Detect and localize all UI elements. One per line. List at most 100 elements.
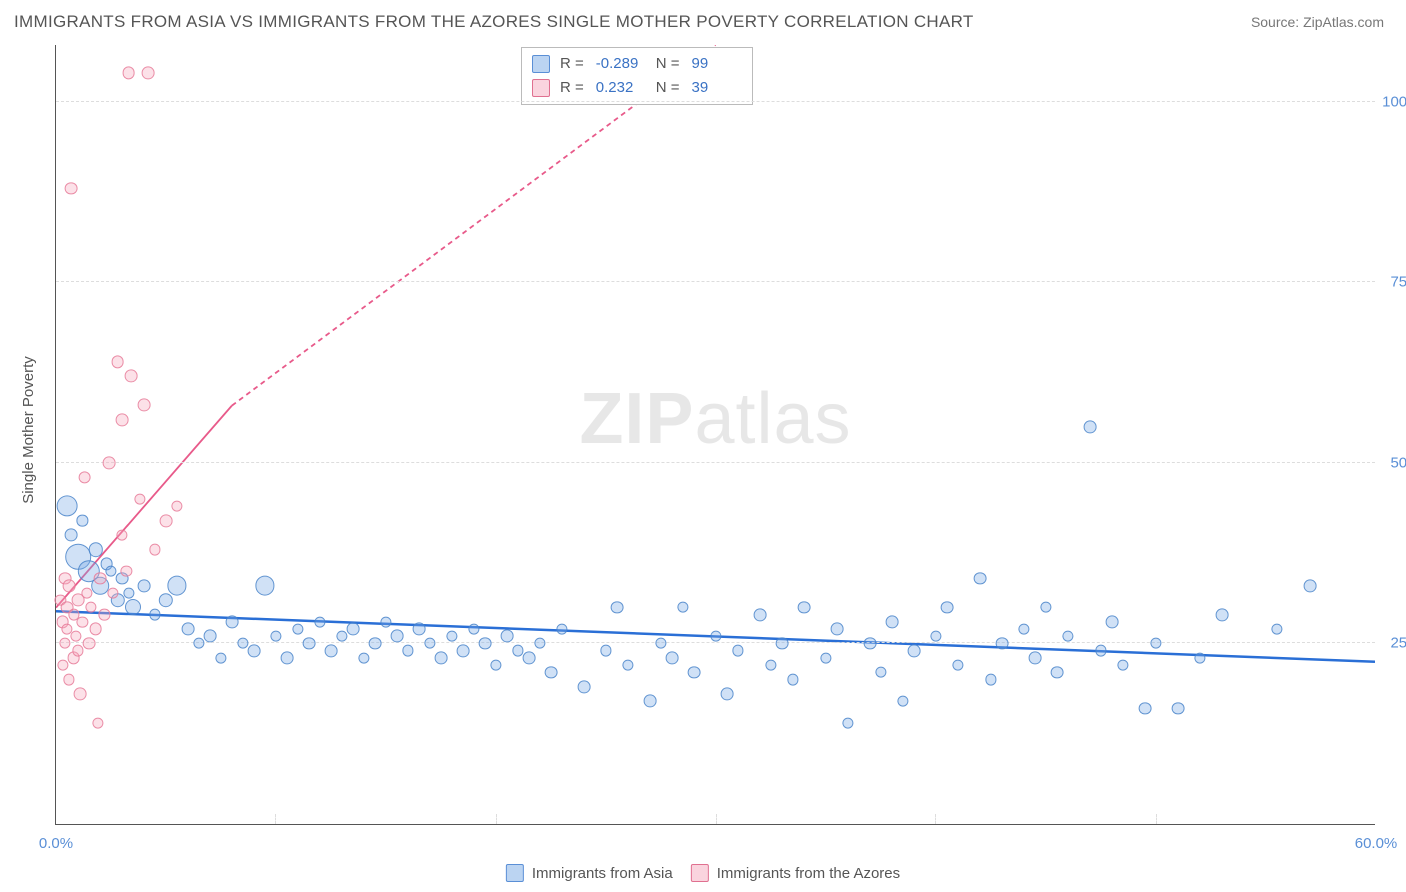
legend-swatch (691, 864, 709, 882)
legend-label: Immigrants from the Azores (717, 865, 900, 882)
data-point (622, 660, 633, 671)
data-point (226, 615, 239, 628)
data-point (710, 631, 721, 642)
stat-n-label: N = (656, 52, 680, 76)
stat-r-value: -0.289 (596, 52, 646, 76)
data-point (864, 637, 877, 650)
y-tick-label: 50.0% (1390, 454, 1406, 471)
data-point (134, 493, 145, 504)
data-point (138, 579, 151, 592)
data-point (941, 601, 954, 614)
data-point (1304, 579, 1317, 592)
legend-swatch (532, 79, 550, 97)
data-point (545, 666, 558, 679)
data-point (413, 623, 426, 636)
data-point (831, 623, 844, 636)
data-point (666, 651, 679, 664)
data-point (248, 644, 261, 657)
data-point (63, 579, 76, 592)
data-point (1084, 420, 1097, 433)
data-point (122, 66, 135, 79)
data-point (125, 599, 141, 615)
data-point (1139, 702, 1152, 715)
data-point (468, 623, 479, 634)
plot-area: ZIPatlas R =-0.289N =99R =0.232N =39 25.… (55, 45, 1375, 825)
data-point (644, 695, 657, 708)
data-point (402, 645, 413, 656)
legend-stats-row: R =0.232N =39 (532, 76, 742, 100)
data-point (142, 66, 155, 79)
chart-title: IMMIGRANTS FROM ASIA VS IMMIGRANTS FROM … (14, 12, 974, 32)
stat-r-label: R = (560, 52, 584, 76)
data-point (435, 651, 448, 664)
grid-line-h (56, 101, 1375, 102)
data-point (908, 644, 921, 657)
legend-item: Immigrants from Asia (506, 864, 673, 882)
data-point (88, 542, 102, 556)
data-point (1106, 615, 1119, 628)
data-point (380, 616, 391, 627)
data-point (952, 660, 963, 671)
grid-line-v (275, 814, 276, 824)
data-point (1040, 602, 1051, 613)
data-point (281, 651, 294, 664)
y-axis-label: Single Mother Poverty (20, 356, 37, 504)
data-point (65, 529, 78, 542)
data-point (754, 608, 767, 621)
data-point (89, 623, 102, 636)
data-point (501, 630, 514, 643)
data-point (270, 631, 281, 642)
x-tick-label: 60.0% (1355, 835, 1398, 852)
data-point (314, 616, 325, 627)
data-point (556, 623, 567, 634)
data-point (325, 644, 338, 657)
data-point (600, 645, 611, 656)
data-point (94, 572, 107, 585)
data-point (59, 638, 70, 649)
data-point (65, 182, 78, 195)
data-point (721, 688, 734, 701)
data-point (1271, 623, 1282, 634)
data-point (1194, 652, 1205, 663)
data-point (985, 674, 996, 685)
data-point (64, 674, 75, 685)
data-point (81, 587, 92, 598)
data-point (149, 544, 160, 555)
data-point (336, 631, 347, 642)
data-point (171, 501, 182, 512)
y-tick-label: 25.0% (1390, 635, 1406, 652)
data-point (159, 593, 173, 607)
data-point (677, 602, 688, 613)
data-point (92, 717, 103, 728)
data-point (369, 637, 382, 650)
stat-n-value: 99 (692, 52, 742, 76)
data-point (292, 623, 303, 634)
data-point (72, 645, 83, 656)
data-point (111, 355, 124, 368)
data-point (1029, 651, 1042, 664)
grid-line-v (935, 814, 936, 824)
data-point (688, 666, 701, 679)
watermark-rest: atlas (694, 379, 851, 459)
grid-line-h (56, 281, 1375, 282)
data-point (1150, 638, 1161, 649)
data-point (842, 717, 853, 728)
data-point (798, 601, 811, 614)
data-point (116, 413, 129, 426)
data-point (875, 667, 886, 678)
legend-swatch (506, 864, 524, 882)
source-label: Source: ZipAtlas.com (1251, 14, 1384, 30)
data-point (1117, 660, 1128, 671)
bottom-legend: Immigrants from Asia Immigrants from the … (506, 864, 900, 882)
data-point (787, 674, 798, 685)
data-point (655, 638, 666, 649)
data-point (215, 652, 226, 663)
data-point (255, 576, 274, 595)
data-point (77, 616, 88, 627)
data-point (424, 638, 435, 649)
data-point (102, 456, 115, 469)
data-point (123, 587, 134, 598)
y-tick-label: 100.0% (1382, 93, 1406, 110)
data-point (182, 623, 195, 636)
data-point (446, 631, 457, 642)
